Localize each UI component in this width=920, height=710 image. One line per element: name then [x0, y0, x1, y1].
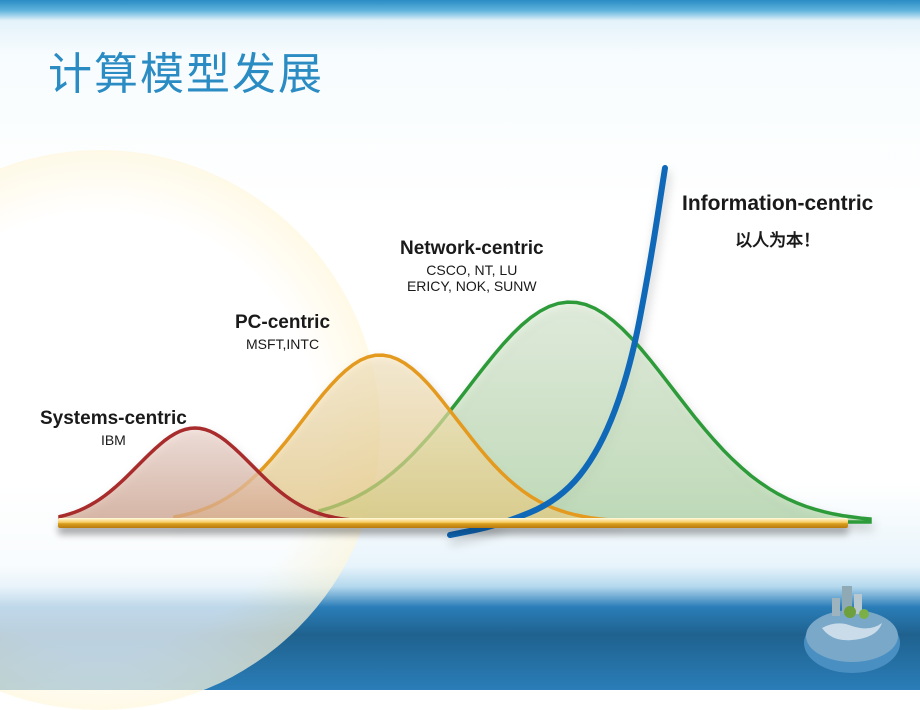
corner-earth-icon: [792, 568, 912, 678]
label-subtitle: IBM: [40, 432, 187, 448]
label-subtitle: 以人为本！: [682, 226, 873, 251]
label-systems-centric: Systems-centric IBM: [40, 408, 187, 448]
label-network-centric: Network-centric CSCO, NT, LU ERICY, NOK,…: [400, 238, 544, 294]
chart-baseline: [58, 518, 848, 528]
label-title: Information-centric: [682, 192, 873, 216]
label-pc-centric: PC-centric MSFT,INTC: [235, 312, 330, 352]
earth-building: [832, 598, 840, 616]
chart-area: Systems-centric IBM PC-centric MSFT,INTC…: [0, 130, 920, 570]
label-title: Network-centric: [400, 238, 544, 260]
label-title: Systems-centric: [40, 408, 187, 430]
earth-tree: [859, 609, 869, 619]
label-title: PC-centric: [235, 312, 330, 334]
label-information-centric: Information-centric 以人为本！: [682, 192, 873, 251]
label-subtitle-2: ERICY, NOK, SUNW: [400, 278, 544, 294]
label-subtitle: CSCO, NT, LU: [400, 262, 544, 278]
label-subtitle: MSFT,INTC: [235, 336, 330, 352]
earth-tree: [844, 606, 856, 618]
slide-title: 计算模型发展: [48, 38, 324, 102]
